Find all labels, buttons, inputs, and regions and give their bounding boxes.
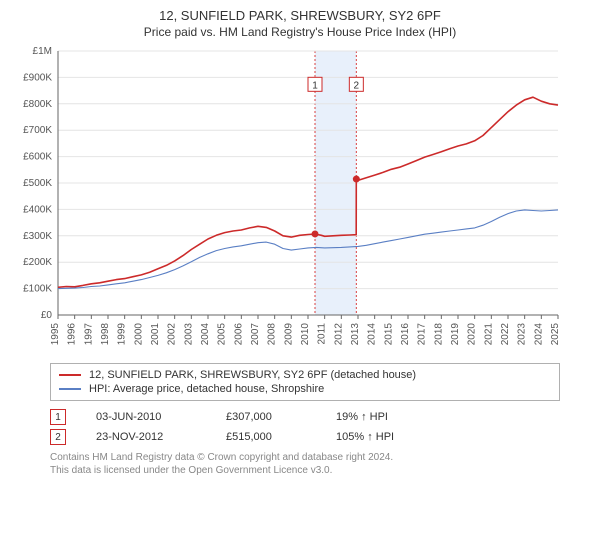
svg-text:2017: 2017: [417, 323, 428, 346]
svg-text:2010: 2010: [300, 323, 311, 346]
svg-text:1997: 1997: [83, 323, 94, 346]
svg-text:2012: 2012: [333, 323, 344, 346]
svg-text:£300K: £300K: [23, 231, 52, 242]
svg-text:2008: 2008: [267, 323, 278, 346]
svg-text:£1M: £1M: [33, 47, 52, 57]
sales-row: 1 03-JUN-2010 £307,000 19% ↑ HPI: [50, 407, 560, 427]
footer-line: Contains HM Land Registry data © Crown c…: [50, 451, 560, 464]
svg-text:£600K: £600K: [23, 152, 52, 163]
svg-text:2022: 2022: [500, 323, 511, 346]
legend-swatch: [59, 388, 81, 390]
legend-item: 12, SUNFIELD PARK, SHREWSBURY, SY2 6PF (…: [59, 368, 551, 382]
svg-text:1999: 1999: [117, 323, 128, 346]
svg-text:£100K: £100K: [23, 284, 52, 295]
svg-text:2009: 2009: [283, 323, 294, 346]
svg-text:2024: 2024: [533, 323, 544, 346]
sale-date: 23-NOV-2012: [96, 431, 196, 443]
page-title: 12, SUNFIELD PARK, SHREWSBURY, SY2 6PF: [12, 8, 588, 23]
svg-text:£0: £0: [41, 310, 53, 321]
svg-text:£700K: £700K: [23, 125, 52, 136]
svg-text:2003: 2003: [183, 323, 194, 346]
svg-text:2020: 2020: [467, 323, 478, 346]
sale-pct: 105% ↑ HPI: [336, 431, 436, 443]
legend: 12, SUNFIELD PARK, SHREWSBURY, SY2 6PF (…: [50, 363, 560, 401]
sale-marker-num: 2: [55, 432, 61, 443]
footer: Contains HM Land Registry data © Crown c…: [50, 451, 560, 477]
svg-text:£400K: £400K: [23, 204, 52, 215]
sale-marker-box: 1: [50, 409, 66, 425]
legend-label: 12, SUNFIELD PARK, SHREWSBURY, SY2 6PF (…: [89, 369, 416, 381]
svg-text:2001: 2001: [150, 323, 161, 346]
svg-text:2000: 2000: [133, 323, 144, 346]
svg-text:2015: 2015: [383, 323, 394, 346]
chart-container: 12, SUNFIELD PARK, SHREWSBURY, SY2 6PF P…: [0, 0, 600, 560]
svg-text:1998: 1998: [100, 323, 111, 346]
page-subtitle: Price paid vs. HM Land Registry's House …: [12, 25, 588, 39]
svg-text:2004: 2004: [200, 323, 211, 346]
svg-text:2002: 2002: [167, 323, 178, 346]
sale-date: 03-JUN-2010: [96, 411, 196, 423]
sales-row: 2 23-NOV-2012 £515,000 105% ↑ HPI: [50, 427, 560, 447]
svg-text:2023: 2023: [517, 323, 528, 346]
sale-price: £515,000: [226, 431, 306, 443]
svg-text:1996: 1996: [67, 323, 78, 346]
svg-text:2018: 2018: [433, 323, 444, 346]
svg-text:2011: 2011: [317, 323, 328, 345]
svg-text:£800K: £800K: [23, 99, 52, 110]
svg-text:2025: 2025: [550, 323, 561, 346]
legend-label: HPI: Average price, detached house, Shro…: [89, 383, 324, 395]
sale-marker-box: 2: [50, 429, 66, 445]
chart-area: £0 £100K £200K £300K £400K £500K £600K £700K £80…: [12, 47, 588, 357]
svg-text:2014: 2014: [367, 323, 378, 346]
svg-text:£200K: £200K: [23, 257, 52, 268]
svg-text:2016: 2016: [400, 323, 411, 346]
legend-swatch: [59, 374, 81, 376]
footer-line: This data is licensed under the Open Gov…: [50, 464, 560, 477]
sale-marker-num: 1: [55, 412, 61, 423]
svg-text:2013: 2013: [350, 323, 361, 346]
svg-text:2021: 2021: [483, 323, 494, 346]
svg-text:2005: 2005: [217, 323, 228, 346]
svg-text:£500K: £500K: [23, 178, 52, 189]
legend-item: HPI: Average price, detached house, Shro…: [59, 382, 551, 396]
sale-price: £307,000: [226, 411, 306, 423]
svg-text:1: 1: [312, 80, 318, 91]
svg-text:2006: 2006: [233, 323, 244, 346]
sales-table: 1 03-JUN-2010 £307,000 19% ↑ HPI 2 23-NO…: [50, 407, 560, 447]
svg-text:1995: 1995: [50, 323, 61, 346]
svg-text:2019: 2019: [450, 323, 461, 346]
svg-text:2: 2: [354, 80, 360, 91]
svg-text:2007: 2007: [250, 323, 261, 346]
sale-pct: 19% ↑ HPI: [336, 411, 436, 423]
line-chart: £0 £100K £200K £300K £400K £500K £600K £700K £80…: [12, 47, 572, 357]
svg-text:£900K: £900K: [23, 72, 52, 83]
